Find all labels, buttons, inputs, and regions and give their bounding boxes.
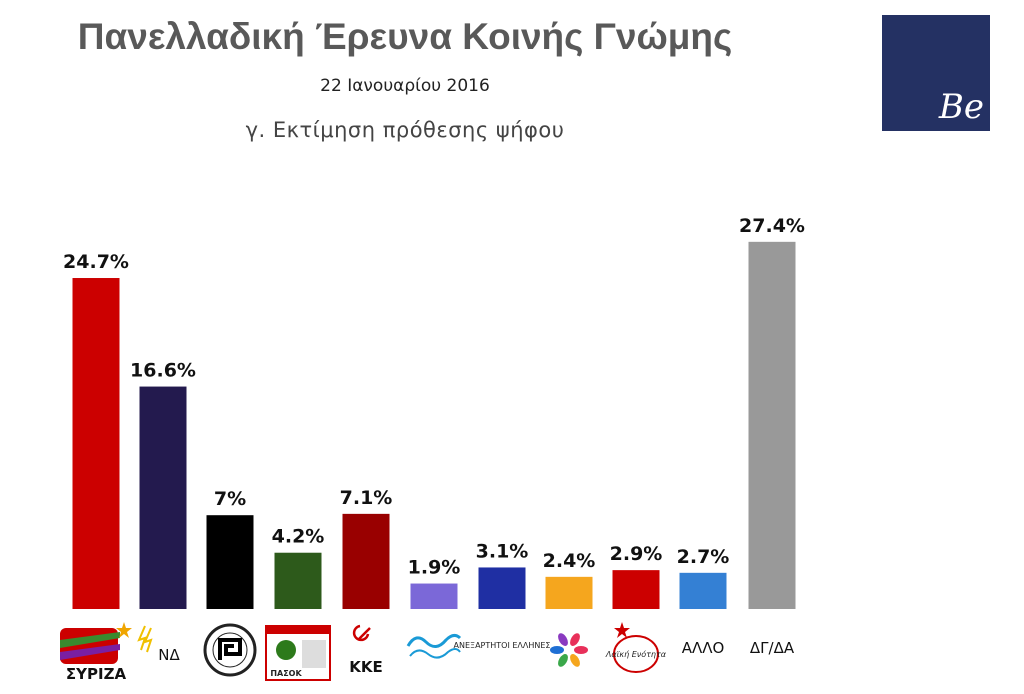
- bar-7: [478, 567, 526, 609]
- data-label-8: 2.4%: [543, 550, 596, 572]
- bar-3: [206, 515, 254, 609]
- syriza-logo-icon: [60, 622, 132, 664]
- nd-logo-icon: [137, 625, 153, 653]
- data-label-10: 2.7%: [677, 546, 730, 568]
- kke-logo-icon: [352, 624, 371, 642]
- pasok-logo-icon: [265, 625, 331, 681]
- bar-5: [342, 513, 390, 609]
- golden-dawn-logo-icon: [203, 623, 257, 677]
- category-label-11: ΔΓ/ΔΑ: [750, 639, 795, 657]
- category-label-9: Λαϊκή Ενότητα: [605, 649, 667, 659]
- logo-text: Be: [938, 87, 984, 127]
- data-label-7: 3.1%: [476, 540, 529, 562]
- bar-11: [748, 241, 796, 609]
- data-label-4: 4.2%: [272, 526, 325, 548]
- category-label-4: ΠΑΣΟΚ: [270, 669, 302, 678]
- bar-6: [410, 583, 458, 609]
- category-label-5: ΚΚΕ: [349, 658, 383, 676]
- bar-4: [274, 552, 322, 609]
- bar-1: [72, 278, 120, 609]
- enosi-kentroon-logo-icon: [550, 633, 588, 667]
- data-label-11: 27.4%: [739, 215, 805, 237]
- chart-subtitle: γ. Εκτίμηση πρόθεσης ψήφου: [245, 118, 565, 142]
- bar-2: [139, 386, 187, 609]
- category-label-7: ΑΝΕΞΑΡΤΗΤΟΙ ΕΛΛΗΝΕΣ: [454, 641, 551, 650]
- data-label-5: 7.1%: [340, 487, 393, 509]
- bar-9: [612, 570, 660, 609]
- data-label-6: 1.9%: [408, 557, 461, 579]
- data-label-3: 7%: [214, 488, 246, 510]
- category-label-10: ΑΛΛΟ: [682, 639, 725, 657]
- category-label-1: ΣΥΡΙΖΑ: [66, 665, 127, 683]
- bar-10: [679, 572, 727, 609]
- bar-8: [545, 576, 593, 609]
- data-label-9: 2.9%: [610, 543, 663, 565]
- data-label-2: 16.6%: [130, 360, 196, 382]
- category-label-2: ΝΔ: [158, 646, 180, 664]
- data-label-1: 24.7%: [63, 251, 129, 273]
- survey-date: 22 Ιανουαρίου 2016: [320, 76, 490, 96]
- page-title: Πανελλαδική Έρευνα Κοινής Γνώμης: [77, 16, 733, 57]
- laiki-enotita-logo-icon: [613, 622, 659, 673]
- potami-logo-icon: [406, 633, 462, 659]
- be-logo-icon: Be: [882, 15, 990, 131]
